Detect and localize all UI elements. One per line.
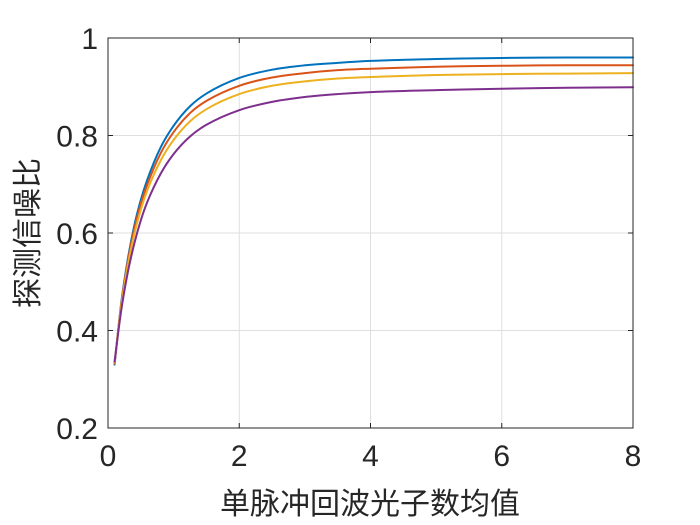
x-axis-label: 单脉冲回波光子数均值 bbox=[220, 487, 520, 522]
y-tick-label: 1 bbox=[81, 23, 98, 56]
series-line-4 bbox=[113, 86, 634, 363]
x-tick-label: 4 bbox=[362, 440, 379, 473]
y-tick-label: 0.2 bbox=[56, 413, 98, 446]
tick-layer: 0 2 4 6 8 0.2 0.4 0.6 0.8 1 bbox=[56, 23, 641, 473]
x-tick-label: 8 bbox=[625, 440, 642, 473]
y-tick-label: 0.4 bbox=[56, 316, 98, 349]
y-axis-label: 探测信噪比 bbox=[11, 158, 46, 308]
series-line-2 bbox=[113, 64, 634, 365]
series-layer bbox=[113, 56, 634, 366]
y-tick-label: 0.6 bbox=[56, 218, 98, 251]
x-tick-label: 0 bbox=[100, 440, 117, 473]
series-line-3 bbox=[113, 72, 634, 364]
y-tick-label: 0.8 bbox=[56, 121, 98, 154]
x-tick-label: 6 bbox=[493, 440, 510, 473]
grid-layer bbox=[108, 38, 633, 428]
series-line-1 bbox=[113, 56, 634, 366]
x-tick-label: 2 bbox=[231, 440, 248, 473]
